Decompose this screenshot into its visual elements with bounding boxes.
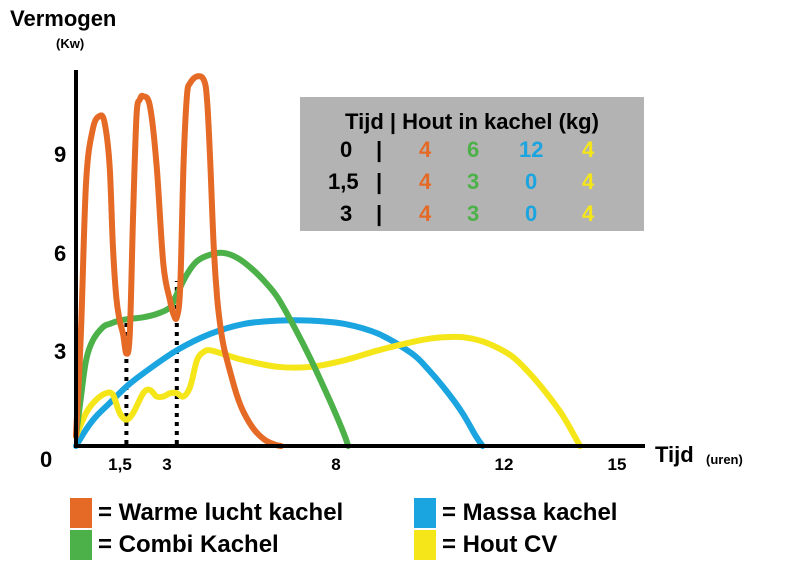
legend-label: = Hout CV xyxy=(442,531,558,558)
x-tick-label: 12 xyxy=(494,455,514,474)
wood-table-value: 3 xyxy=(467,201,480,226)
x-axis-label: Tijd xyxy=(655,442,694,467)
wood-table-time: 0 xyxy=(340,137,353,162)
wood-table-value: 4 xyxy=(582,137,595,162)
wood-table-value: 6 xyxy=(467,137,480,162)
legend-item-massa: = Massa kachel xyxy=(414,498,617,528)
wood-table-value: 3 xyxy=(467,169,480,194)
wood-table-value: 4 xyxy=(419,169,432,194)
wood-table-row: 1,5 | 4 3 0 4 xyxy=(300,169,644,199)
wood-table-time: 1,5 xyxy=(328,169,359,194)
x-tick-label: 15 xyxy=(607,455,627,474)
legend-swatch xyxy=(414,498,436,528)
wood-table-value: 12 xyxy=(519,137,544,162)
wood-table-time: 3 xyxy=(340,201,353,226)
wood-table-separator: | xyxy=(376,201,383,226)
series-line-combi-kachel xyxy=(73,249,352,449)
wood-table-value: 0 xyxy=(525,201,538,226)
y-tick-label: 6 xyxy=(54,241,67,266)
wood-table-value: 4 xyxy=(419,137,432,162)
legend-label: = Combi Kachel xyxy=(98,531,279,558)
wood-table-value: 4 xyxy=(582,169,595,194)
x-origin-label: 0 xyxy=(40,447,53,472)
legend-swatch xyxy=(70,530,92,560)
legend-label: = Warme lucht kachel xyxy=(98,499,344,526)
x-tick-label: 1,5 xyxy=(108,455,132,474)
series-line-hout-cv xyxy=(73,333,583,449)
y-tick-label: 3 xyxy=(54,339,67,364)
wood-table-value: 0 xyxy=(525,169,538,194)
wood-table: Tijd | Hout in kachel (kg) 0 | 4 6 12 4 … xyxy=(300,97,644,231)
x-axis-unit: (uren) xyxy=(706,452,743,467)
y-axis-label: Vermogen xyxy=(10,6,117,31)
series-line-massa-kachel xyxy=(73,317,486,449)
legend-swatch xyxy=(70,498,92,528)
series-line-warme-lucht-kachel xyxy=(73,73,284,449)
wood-table-header: Tijd | Hout in kachel (kg) xyxy=(345,109,599,134)
y-tick-label: 9 xyxy=(54,142,67,167)
wood-table-value: 4 xyxy=(419,201,432,226)
x-tick-label: 3 xyxy=(162,455,172,474)
legend-item-hout-cv: = Hout CV xyxy=(414,530,557,560)
legend-label: = Massa kachel xyxy=(442,499,618,526)
wood-table-row: 3 | 4 3 0 4 xyxy=(300,201,644,231)
legend-item-combi: = Combi Kachel xyxy=(70,530,279,560)
legend-swatch xyxy=(414,530,436,560)
x-tick-label: 8 xyxy=(331,455,341,474)
wood-table-separator: | xyxy=(376,137,383,162)
wood-table-separator: | xyxy=(376,169,383,194)
legend-item-warme-lucht: = Warme lucht kachel xyxy=(70,498,343,528)
y-axis-unit: (Kw) xyxy=(56,36,85,51)
wood-table-row: 0 | 4 6 12 4 xyxy=(300,137,644,167)
wood-table-value: 4 xyxy=(582,201,595,226)
